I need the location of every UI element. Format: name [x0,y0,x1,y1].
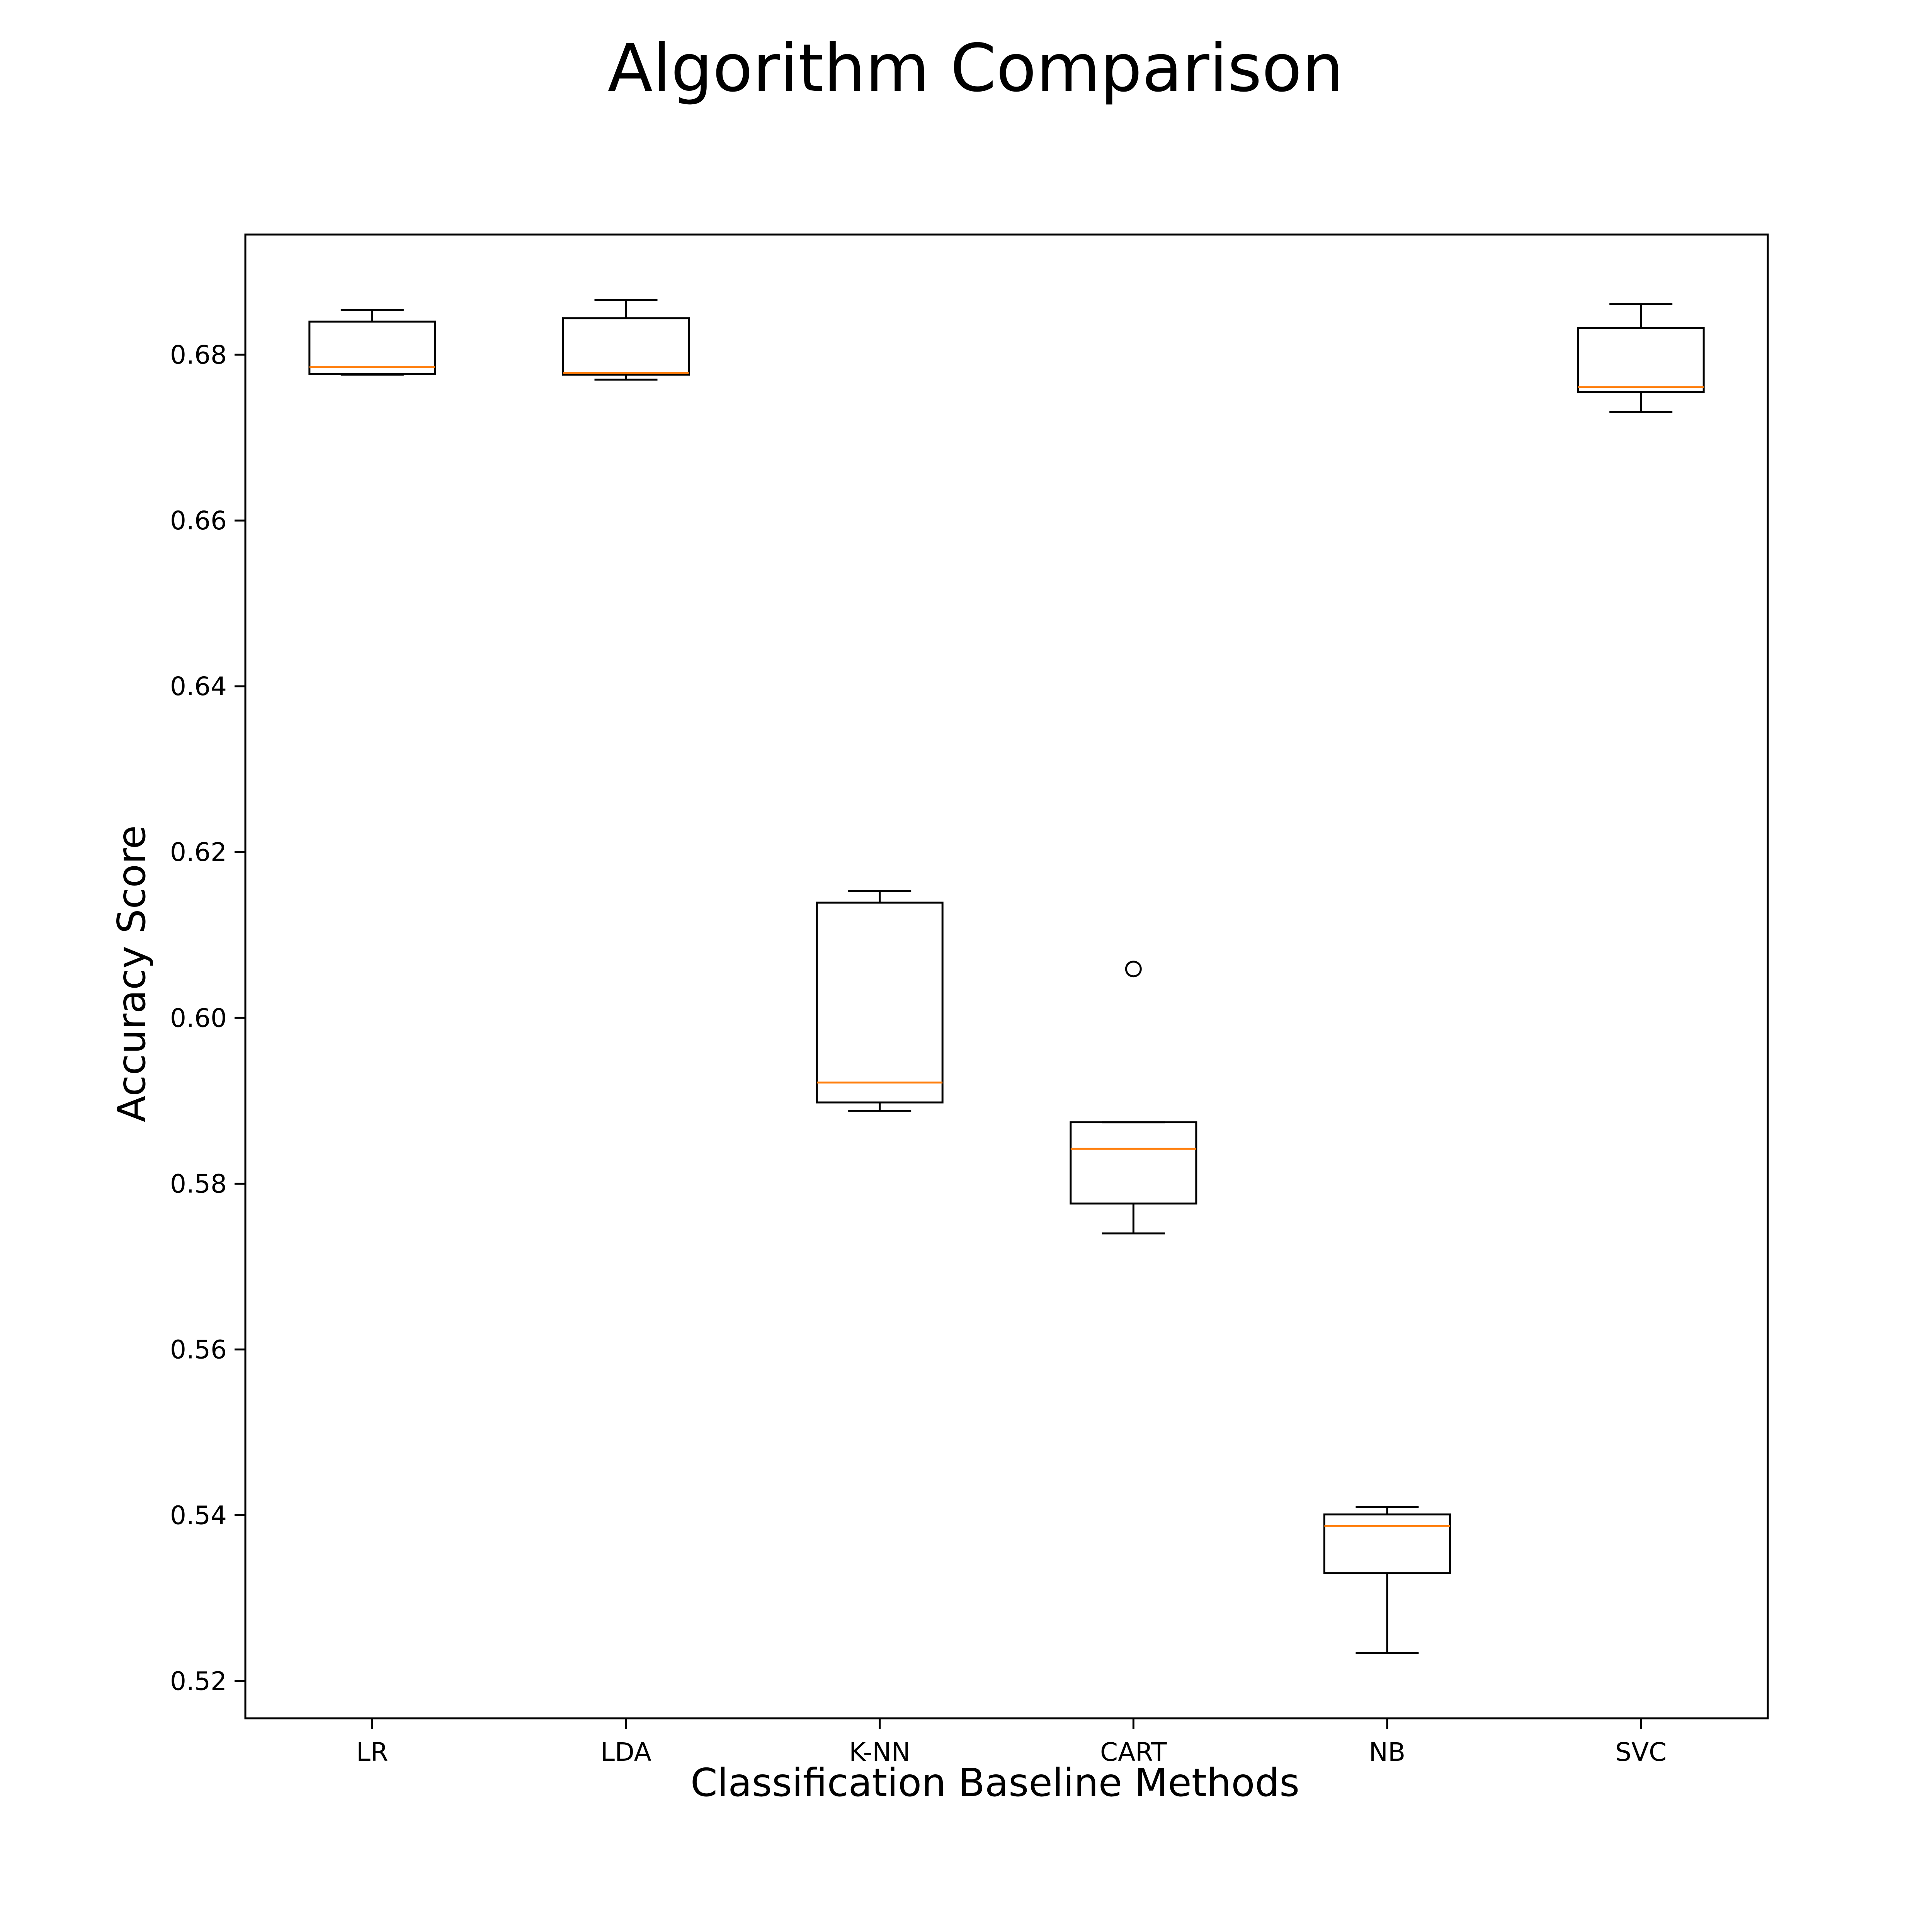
box-body [816,901,944,1104]
y-tick-label: 0.58 [170,1169,227,1199]
y-tick-label: 0.64 [170,672,227,701]
box-k-nn [816,890,944,1112]
box-svc [1577,303,1705,413]
x-tick-label: NB [1369,1737,1406,1767]
box-lr [308,309,436,376]
outlier-point [1125,961,1142,978]
box-body [1577,327,1705,393]
x-tick-label: LDA [600,1737,651,1767]
y-tick-label: 0.54 [170,1500,227,1530]
plot-area: 0.52 0.54 0.56 0.58 0.60 0.62 0.64 0.66 0.68 LR LD… [170,233,1769,1767]
box-body [562,317,690,376]
box-body [1323,1513,1451,1575]
y-tick-label: 0.68 [170,340,227,370]
box-nb [1323,1506,1451,1654]
plot-frame [244,233,1769,1719]
box-body [308,320,436,375]
y-tick-label: 0.60 [170,1003,227,1033]
x-axis-label: Classification Baseline Methods [690,1760,1299,1805]
x-tick-label: CART [1100,1737,1167,1767]
x-tick-label: SVC [1615,1737,1667,1767]
box-body [1070,1121,1197,1205]
x-tick-label: K-NN [849,1737,910,1767]
y-axis-label: Accuracy Score [109,825,154,1122]
y-tick-label: 0.66 [170,506,227,536]
chart-title: Algorithm Comparison [608,30,1344,107]
x-tick-label: LR [356,1737,388,1767]
y-tick-label: 0.52 [170,1666,227,1696]
y-tick-label: 0.62 [170,837,227,867]
box-lda [562,299,690,381]
y-tick-label: 0.56 [170,1335,227,1364]
box-cart [1070,961,1197,1235]
